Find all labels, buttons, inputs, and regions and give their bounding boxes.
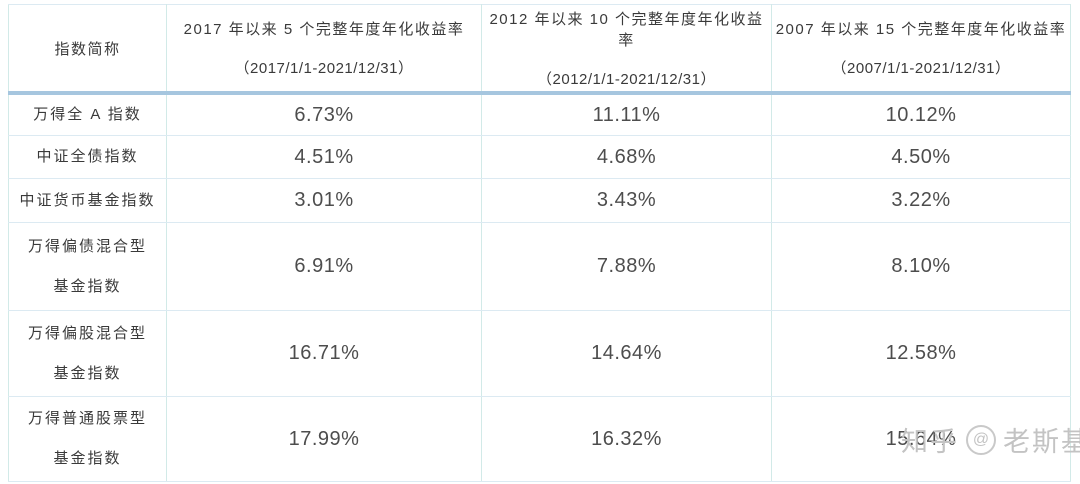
return-15yr: 15.64%: [885, 427, 957, 450]
header-10yr-title: 2012 年以来 10 个完整年度年化收益率: [489, 10, 764, 49]
return-5yr: 6.91%: [294, 255, 354, 277]
return-5yr: 6.73%: [294, 103, 354, 126]
table-row: 万得偏债混合型 基金指数 6.91% 7.88% 8.10%: [8, 222, 1071, 311]
return-5yr: 3.01%: [294, 189, 354, 211]
header-5yr: 2017 年以来 5 个完整年度年化收益率 （2017/1/1-2021/12/…: [166, 4, 482, 94]
header-index-name: 指数简称: [8, 4, 167, 94]
header-15yr: 2007 年以来 15 个完整年度年化收益率 （2007/1/1-2021/12…: [771, 4, 1071, 94]
return-15yr: 8.10%: [891, 255, 951, 277]
header-15yr-range: （2007/1/1-2021/12/31）: [831, 60, 1011, 77]
return-10yr: 11.11%: [592, 103, 661, 126]
index-name: 万得偏股混合型 基金指数: [27, 324, 147, 382]
return-10yr: 16.32%: [591, 427, 662, 450]
return-10yr: 3.43%: [596, 189, 657, 211]
return-15yr: 3.22%: [891, 189, 951, 211]
return-10yr: 14.64%: [591, 342, 662, 364]
index-name: 万得普通股票型 基金指数: [27, 410, 147, 467]
header-10yr-range: （2012/1/1-2021/12/31）: [537, 70, 716, 88]
index-name: 中证货币基金指数: [19, 191, 156, 209]
table-row: 中证全债指数 4.51% 4.68% 4.50%: [8, 135, 1071, 179]
return-5yr: 16.71%: [288, 342, 360, 364]
return-10yr: 4.68%: [596, 145, 657, 168]
annualized-returns-table: 指数简称 2017 年以来 5 个完整年度年化收益率 （2017/1/1-202…: [8, 4, 1071, 482]
header-5yr-range: （2017/1/1-2021/12/31）: [234, 60, 414, 77]
table-row: 万得普通股票型 基金指数 17.99% 16.32% 15.64%: [8, 396, 1071, 482]
return-10yr: 7.88%: [596, 255, 657, 277]
table-row: 万得偏股混合型 基金指数 16.71% 14.64% 12.58%: [8, 310, 1071, 397]
header-10yr: 2012 年以来 10 个完整年度年化收益率 （2012/1/1-2021/12…: [481, 4, 772, 94]
header-row: 指数简称 2017 年以来 5 个完整年度年化收益率 （2017/1/1-202…: [8, 4, 1071, 94]
returns-table-container: 指数简称 2017 年以来 5 个完整年度年化收益率 （2017/1/1-202…: [8, 4, 1071, 482]
header-5yr-title: 2017 年以来 5 个完整年度年化收益率: [183, 21, 465, 38]
table-row: 中证货币基金指数 3.01% 3.43% 3.22%: [8, 178, 1071, 223]
return-15yr: 4.50%: [891, 145, 951, 168]
header-15yr-title: 2007 年以来 15 个完整年度年化收益率: [775, 21, 1067, 38]
index-name: 中证全债指数: [36, 148, 139, 165]
index-name: 万得全 A 指数: [33, 106, 142, 123]
return-5yr: 17.99%: [288, 427, 360, 450]
table-row: 万得全 A 指数 6.73% 11.11% 10.12%: [8, 92, 1071, 136]
return-5yr: 4.51%: [294, 145, 354, 168]
index-name: 万得偏债混合型 基金指数: [27, 237, 147, 295]
header-index-name-label: 指数简称: [54, 40, 121, 58]
return-15yr: 10.12%: [885, 103, 957, 126]
return-15yr: 12.58%: [885, 342, 957, 364]
